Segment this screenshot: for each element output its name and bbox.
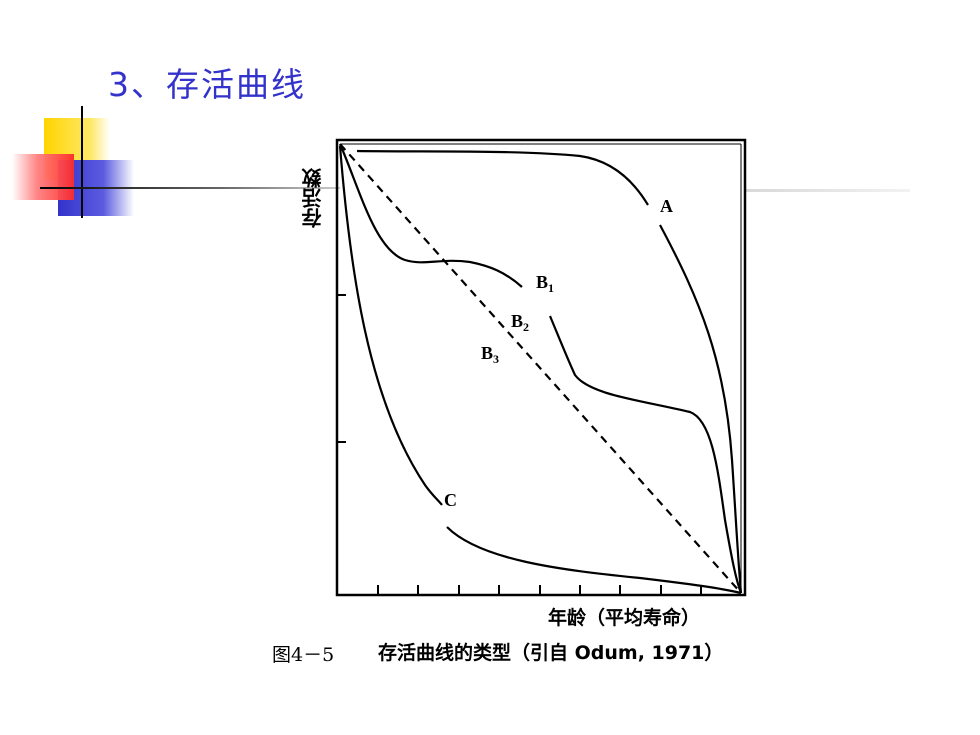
curve-label-c: C xyxy=(444,490,457,510)
curve-b3 xyxy=(339,143,742,594)
curve-c-lower xyxy=(446,526,742,595)
y-axis-ticks xyxy=(337,294,346,443)
curve-label-b1: B1 xyxy=(536,272,554,295)
decor-horizontal-line-right xyxy=(745,189,910,192)
x-axis-label: 年龄（平均寿命） xyxy=(548,607,701,629)
y-axis-label: 存活数 xyxy=(301,168,325,228)
slide-title: 3、存活曲线 xyxy=(108,65,306,104)
x-axis-ticks xyxy=(377,585,702,595)
figure-number: 图4－5 xyxy=(272,644,335,666)
curve-b1 xyxy=(338,143,523,288)
curve-label-b3: B3 xyxy=(481,343,499,366)
curve-label-a: A xyxy=(660,196,673,216)
decor-horizontal-line xyxy=(40,187,340,189)
curve-a xyxy=(356,149,649,206)
curve-c xyxy=(338,145,443,506)
decor-vertical-line xyxy=(81,106,83,218)
curve-a-lower xyxy=(659,224,743,594)
curve-b2 xyxy=(548,315,743,594)
figure-caption: 存活曲线的类型（引自 Odum, 1971） xyxy=(378,642,724,664)
curve-label-b2: B2 xyxy=(511,311,529,334)
decor-red-square xyxy=(12,154,74,200)
